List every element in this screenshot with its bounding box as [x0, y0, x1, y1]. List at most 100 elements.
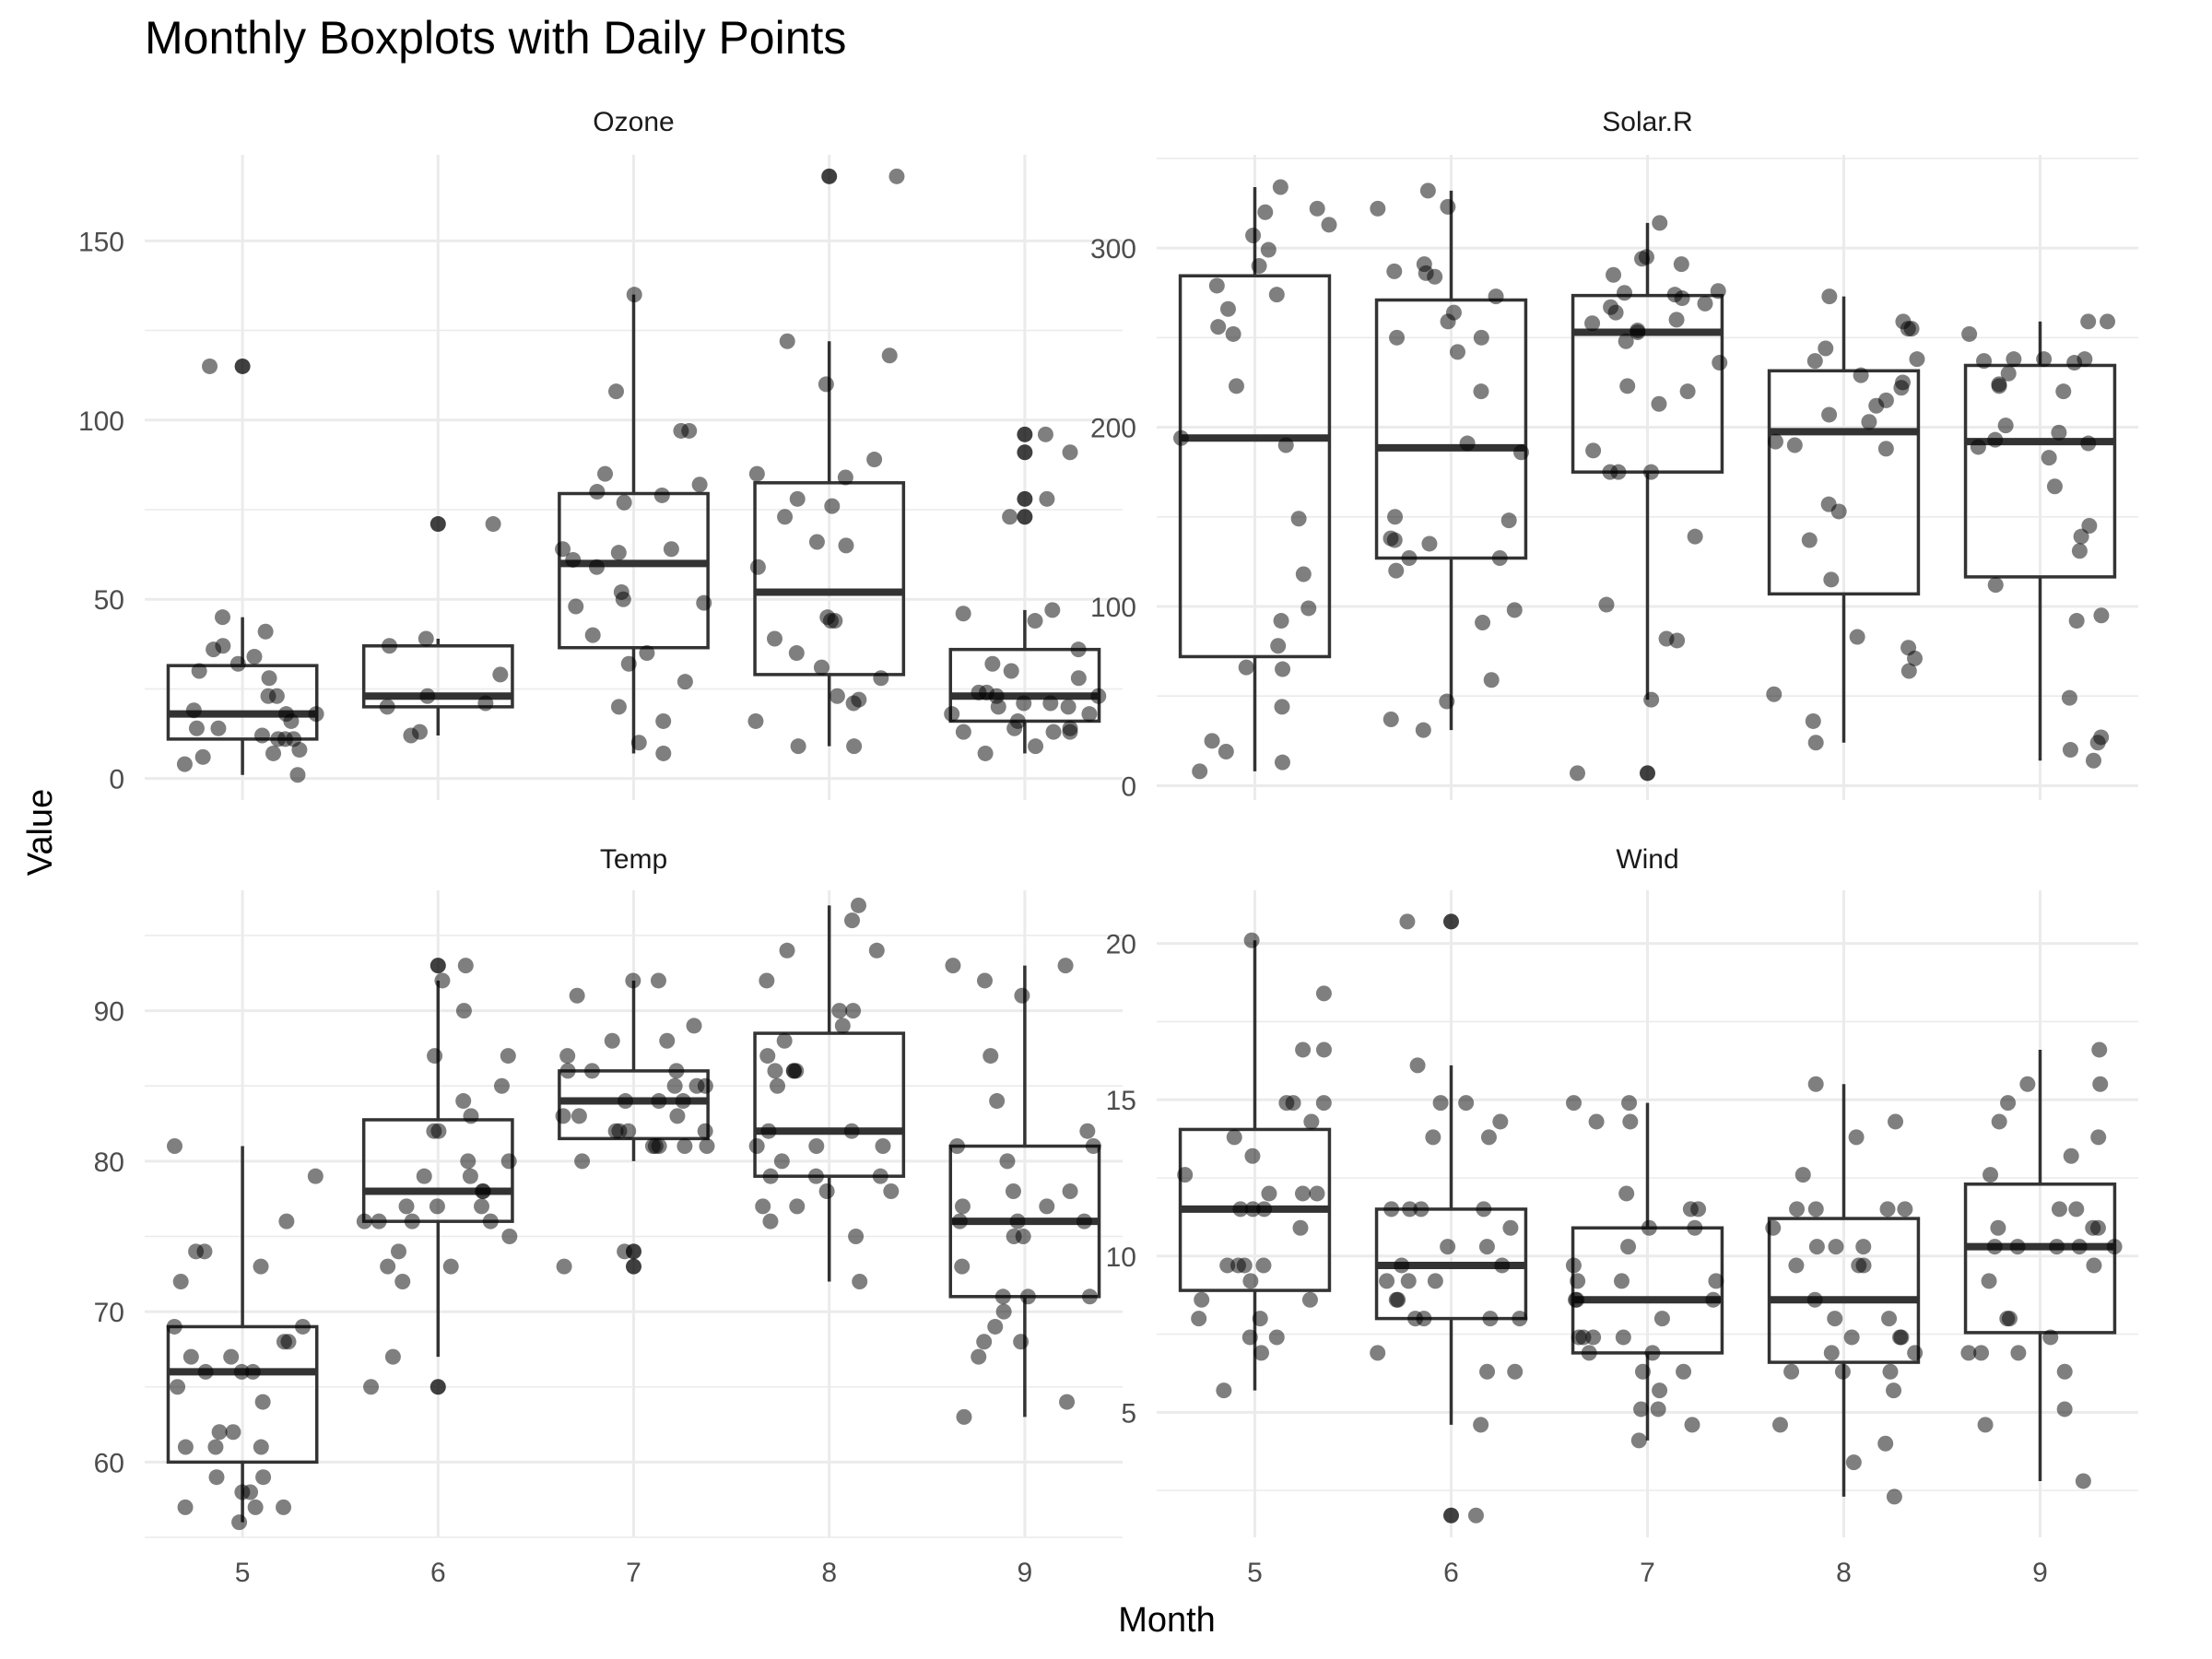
daily-point [1618, 333, 1634, 349]
y-tick-label: 80 [94, 1147, 124, 1178]
daily-point [666, 1077, 683, 1094]
daily-point [1294, 1185, 1311, 1202]
daily-point [1244, 1147, 1261, 1164]
y-tick-label: 0 [109, 765, 124, 795]
daily-point [1370, 1345, 1386, 1361]
daily-point [837, 469, 853, 486]
daily-point [1295, 566, 1312, 582]
daily-point [2046, 478, 2063, 495]
daily-point [1062, 444, 1078, 461]
daily-point [1823, 571, 1840, 588]
daily-point [1843, 1329, 1860, 1346]
daily-point [1909, 351, 1925, 368]
daily-point [1565, 1257, 1582, 1274]
daily-point [2085, 1219, 2101, 1236]
daily-point [834, 1018, 851, 1034]
daily-point [1566, 1095, 1583, 1112]
daily-point [1823, 1345, 1840, 1361]
daily-point [289, 767, 306, 783]
daily-point [188, 720, 205, 736]
daily-point [1210, 319, 1227, 335]
y-tick-label: 70 [94, 1298, 124, 1328]
daily-point [1622, 1113, 1639, 1130]
daily-point [1219, 1257, 1236, 1274]
daily-point [427, 1048, 443, 1065]
daily-point [625, 972, 641, 989]
daily-point [1402, 1201, 1418, 1218]
daily-point [1512, 1311, 1528, 1327]
daily-point [1261, 1185, 1277, 1202]
daily-point [1630, 1432, 1647, 1449]
daily-point [677, 674, 693, 690]
daily-point [188, 1243, 205, 1260]
daily-point [808, 534, 825, 550]
x-tick-label: 9 [1018, 1558, 1033, 1588]
daily-point [559, 1063, 576, 1079]
daily-point [1652, 1382, 1668, 1399]
daily-point [1476, 1201, 1492, 1218]
daily-point [610, 699, 627, 715]
daily-point [1892, 1329, 1909, 1346]
x-tick-label: 6 [1443, 1558, 1459, 1588]
daily-point [766, 630, 782, 647]
daily-point [881, 347, 898, 364]
daily-point [650, 972, 666, 989]
daily-point [888, 168, 905, 184]
daily-point [1997, 418, 2014, 434]
daily-point [253, 727, 270, 744]
panel-wind: 5 10 15 20 Wind 5 6 7 8 9 [1106, 844, 2138, 1588]
daily-point [1238, 659, 1254, 676]
daily-point [1270, 638, 1287, 654]
daily-point [1821, 406, 1838, 423]
daily-point [1807, 735, 1824, 751]
daily-point [1642, 464, 1659, 480]
daily-point [1855, 1239, 1872, 1255]
daily-point [1382, 530, 1399, 547]
outlier-point [1017, 426, 1033, 442]
daily-point [1569, 1291, 1585, 1308]
daily-point [1818, 340, 1834, 357]
daily-point [194, 748, 211, 765]
daily-point [1382, 712, 1399, 727]
daily-point [1502, 1219, 1519, 1236]
daily-point [1009, 1213, 1026, 1230]
daily-point [1399, 913, 1416, 930]
daily-point [277, 706, 294, 723]
daily-point [1252, 1311, 1268, 1327]
daily-point [1581, 1345, 1597, 1361]
daily-point [1241, 1329, 1258, 1346]
daily-point [1807, 1201, 1824, 1218]
daily-point [677, 1138, 693, 1155]
daily-point [1877, 1435, 1894, 1452]
daily-point [1301, 1291, 1318, 1308]
daily-point [1081, 1288, 1098, 1305]
daily-point [1983, 1167, 1999, 1183]
daily-point [584, 627, 601, 643]
daily-point [482, 1213, 499, 1230]
y-axis-title: Value [21, 789, 60, 876]
daily-point [1570, 765, 1586, 782]
daily-point [808, 1138, 825, 1155]
daily-point [875, 1138, 891, 1155]
daily-point [1767, 433, 1783, 450]
daily-point [1991, 1113, 2007, 1130]
box-iqr [1374, 298, 1528, 560]
daily-point [1416, 256, 1432, 273]
daily-point [176, 756, 193, 772]
daily-point [1260, 241, 1277, 258]
daily-point [2042, 1329, 2059, 1346]
daily-point [1204, 733, 1220, 749]
daily-point [1977, 1417, 1994, 1433]
daily-point [418, 630, 434, 647]
daily-point [779, 333, 795, 349]
daily-point [2009, 1239, 2026, 1255]
daily-point [1653, 1311, 1670, 1327]
daily-point [1300, 600, 1317, 617]
daily-point [1482, 1311, 1499, 1327]
daily-point [951, 1213, 968, 1230]
daily-point [384, 1348, 401, 1365]
daily-point [1409, 1057, 1426, 1074]
outlier-point [234, 358, 251, 374]
daily-point [2063, 1147, 2079, 1164]
daily-point [749, 559, 766, 575]
